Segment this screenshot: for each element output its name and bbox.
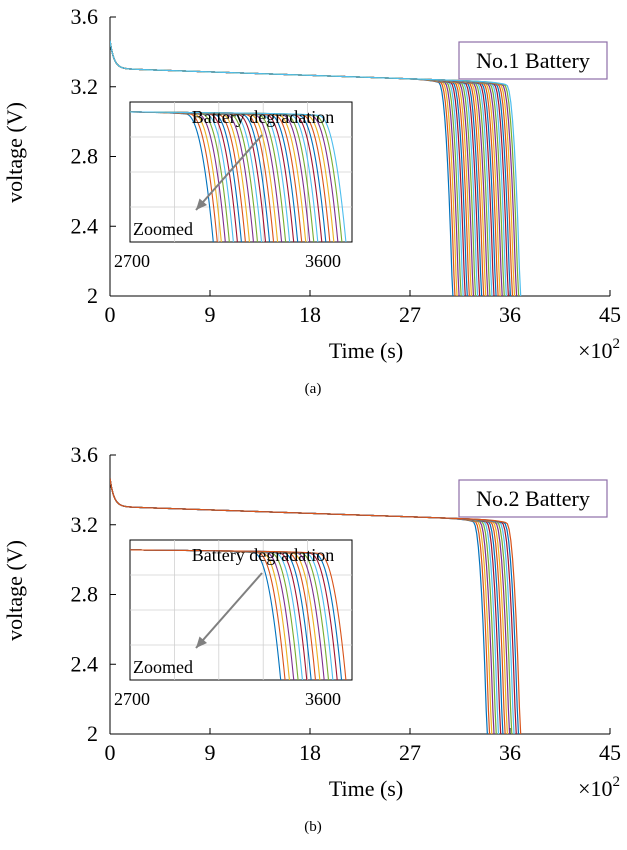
- inset-x-tick-label: 2700: [114, 251, 150, 271]
- x-tick-label: 27: [399, 302, 421, 327]
- legend-label: No.2 Battery: [476, 486, 590, 511]
- inset-curves: [130, 549, 347, 680]
- annotation-text: Battery degradation: [192, 107, 334, 127]
- zoomed-label: Zoomed: [133, 657, 193, 677]
- y-tick-label: 3.6: [71, 4, 99, 29]
- annotation-text: Battery degradation: [192, 545, 334, 565]
- degradation-arrow: [195, 134, 263, 211]
- y-axis-label: voltage (V): [2, 102, 27, 203]
- inset-grid: [130, 540, 352, 680]
- inset-curve: [130, 549, 347, 680]
- x-tick-label: 18: [299, 740, 321, 765]
- x-tick-label: 27: [399, 740, 421, 765]
- chart-panel-a: 2 2.4 2.8 3.2 3.6 0 9 18 27 36 45 Time (s) voltage (…: [2, 4, 621, 397]
- x-tick-label: 9: [205, 740, 216, 765]
- x-tick-label: 36: [499, 302, 521, 327]
- y-tick-label: 2.4: [71, 213, 99, 238]
- y-tick-label: 2.4: [71, 651, 99, 676]
- y-axis-label: voltage (V): [2, 540, 27, 641]
- panel-caption: (b): [304, 819, 322, 835]
- x-tick-label: 36: [499, 740, 521, 765]
- voltage-curve: [110, 40, 522, 296]
- panel-caption: (a): [305, 381, 322, 397]
- y-tick-label: 3.2: [71, 512, 99, 537]
- legend-box: [458, 479, 608, 518]
- x-tick-label: 18: [299, 302, 321, 327]
- x-axis-label: Time (s): [329, 338, 403, 363]
- y-tick-label: 2.8: [71, 582, 99, 607]
- curves: [110, 478, 522, 734]
- inset-curves: [130, 111, 347, 242]
- x-tick-label: 45: [599, 302, 621, 327]
- inset-x-tick-label: 3600: [305, 689, 341, 709]
- chart-panel-b: 2 2.4 2.8 3.2 3.6 0 9 18 27 36 45 Time (s) voltage (…: [2, 442, 621, 835]
- x-tick-label: 9: [205, 302, 216, 327]
- legend-box: [458, 41, 608, 80]
- inset-x-tick-label: 3600: [305, 251, 341, 271]
- curves: [110, 40, 522, 296]
- x-multiplier: ×102: [578, 336, 620, 363]
- zoomed-label: Zoomed: [133, 219, 193, 239]
- x-tick-label: 0: [105, 740, 116, 765]
- arrow-head: [196, 198, 208, 210]
- legend-label: No.1 Battery: [476, 48, 590, 73]
- voltage-curve: [110, 478, 522, 734]
- y-tick-label: 2.8: [71, 144, 99, 169]
- y-tick-label: 2: [87, 283, 98, 308]
- degradation-arrow: [195, 572, 263, 649]
- arrow-head: [196, 636, 208, 648]
- y-tick-label: 3.2: [71, 74, 99, 99]
- inset-x-tick-label: 2700: [114, 689, 150, 709]
- x-tick-label: 45: [599, 740, 621, 765]
- y-tick-label: 2: [87, 721, 98, 746]
- inset-curve: [130, 111, 347, 242]
- x-multiplier: ×102: [578, 774, 620, 801]
- x-axis-label: Time (s): [329, 776, 403, 801]
- y-tick-label: 3.6: [71, 442, 99, 467]
- x-tick-label: 0: [105, 302, 116, 327]
